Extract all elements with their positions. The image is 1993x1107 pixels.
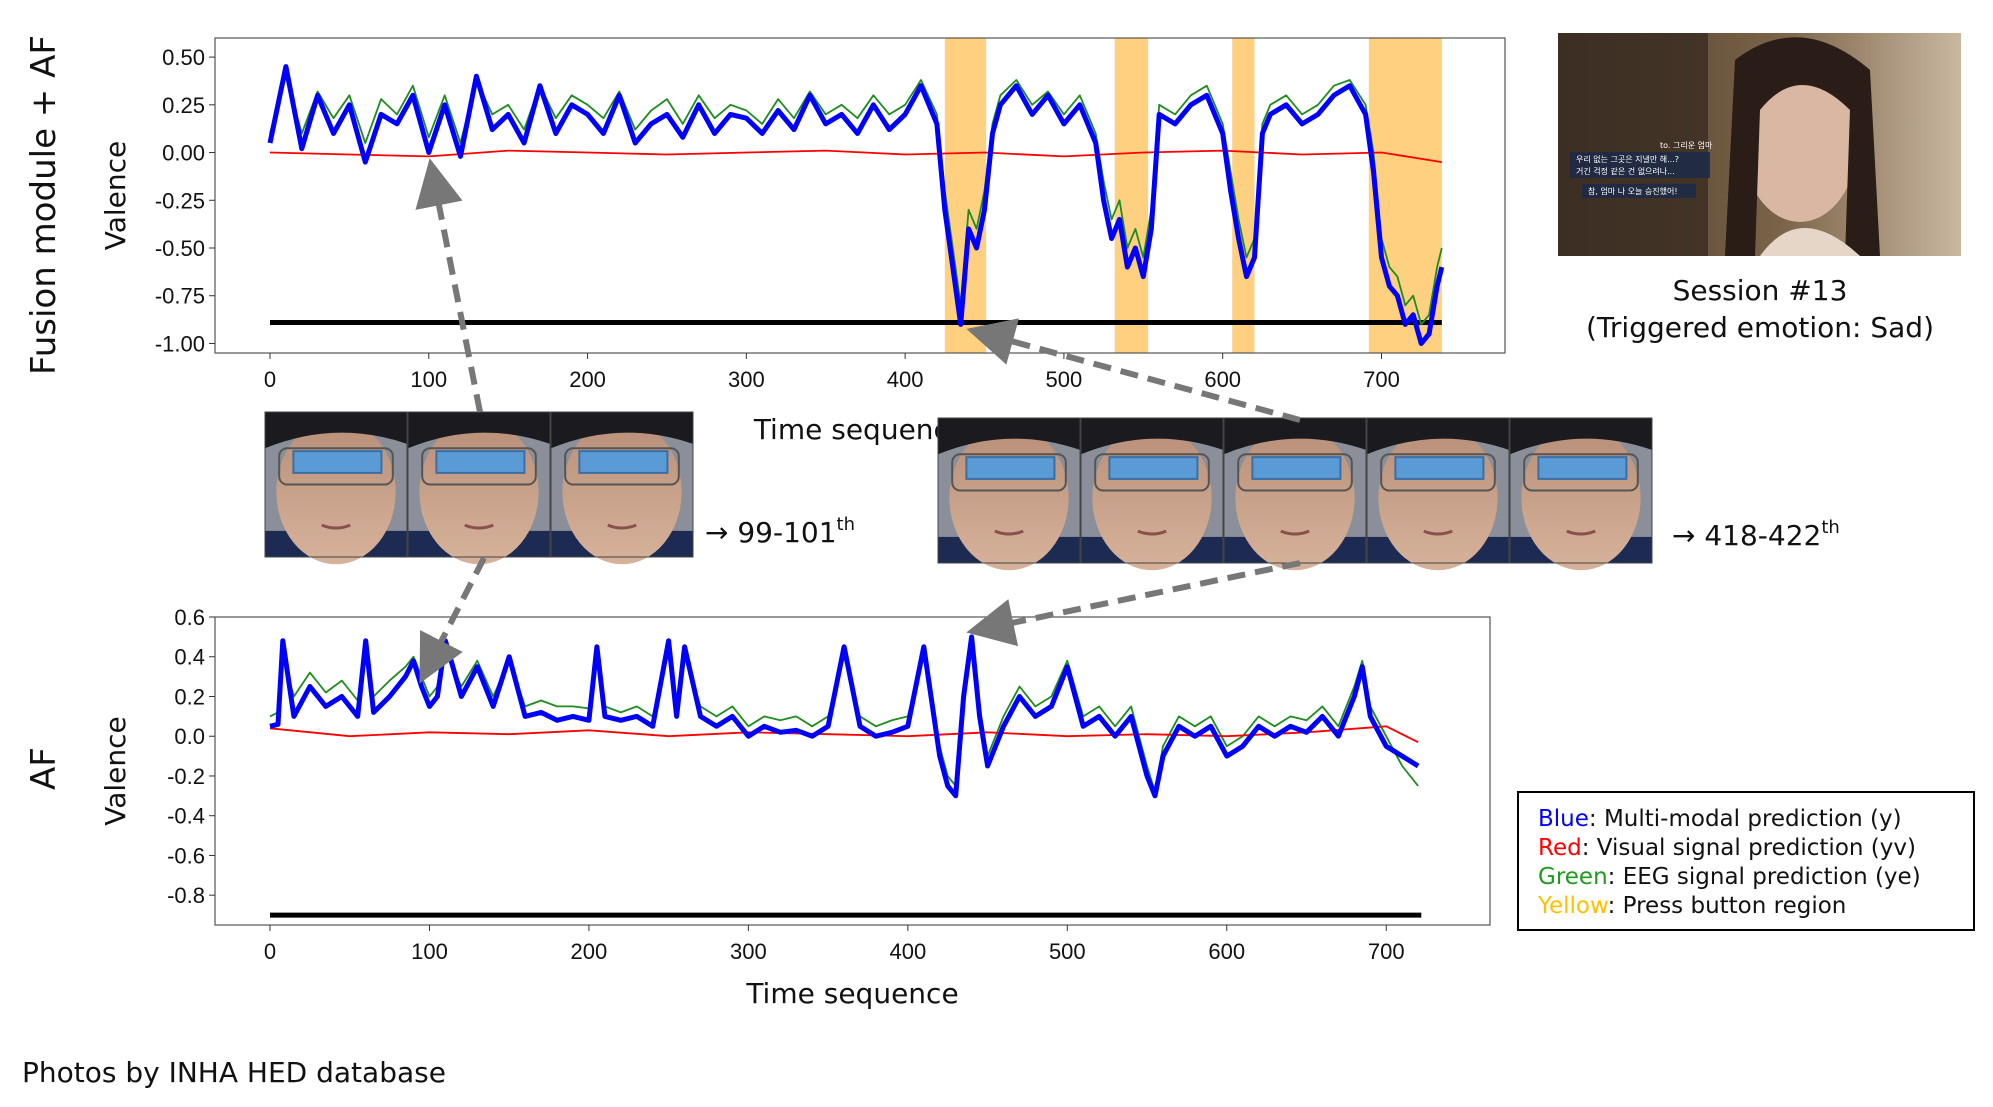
session-title: Session #13 [1673,274,1848,307]
press-region-4 [1368,38,1442,353]
x-tick-label: 200 [569,367,606,392]
footer-credit: Photos by INHA HED database [22,1056,446,1089]
x-axis-label: Time sequence [753,413,966,446]
x-tick-label: 500 [1046,367,1083,392]
face-frames-418-422 [937,417,1653,571]
y-tick-label: -0.4 [167,804,205,829]
plot-frame [214,616,1491,926]
x-tick-label: 600 [1204,367,1241,392]
plot-frame [214,37,1506,354]
x-tick-label: 700 [1363,367,1400,392]
x-tick-label: 100 [411,939,448,964]
face-frame-image [407,411,551,565]
fusion-af-chart: 0.50 0.25 0.00 -0.25 -0.50 -0.75 -1.00 0 100 200 3… [99,37,1506,446]
x-tick-label: 200 [571,939,608,964]
y-tick-label: 0.00 [162,141,205,166]
series-blue-line [267,64,1445,346]
y-tick-label: -0.25 [155,188,205,213]
x-tick-label: 400 [887,367,924,392]
frames-left-label: → 99-101th [705,514,855,549]
series-red-line [269,149,1442,163]
press-region-2 [1114,38,1149,353]
y-tick-label: 0.0 [174,724,205,749]
face-frame-image [1366,417,1510,571]
y-tick-label: -0.75 [155,284,205,309]
af-chart: 0.6 0.4 0.2 0.0 -0.2 -0.4 -0.6 -0.8 0 100 200 300 40… [99,605,1491,1010]
x-tick-label: 400 [889,939,926,964]
x-tick-label: 300 [728,367,765,392]
x-tick-label: 500 [1049,939,1086,964]
y-tick-label: -1.00 [155,331,205,356]
subtitle-line-4: 참, 엄마 나 오늘 승진했어! [1588,186,1678,196]
y-tick-label: 0.50 [162,45,205,70]
annotation-arrows [415,158,1301,684]
af-row-label: AF [24,747,64,790]
x-tick-label: 300 [730,939,767,964]
session-video-thumbnail: to. 그리운 엄마 우리 없는 그곳은 지낼만 해...? 거긴 걱정 같은 … [1558,33,1961,256]
legend-red: Red: Visual signal prediction (yv) [1538,835,1916,861]
subtitle-line-2: 우리 없는 그곳은 지낼만 해...? [1576,154,1679,164]
arrow-frames-left-to-bottom-chart [419,556,487,684]
x-axis-label: Time sequence [745,977,958,1010]
y-tick-label: -0.2 [167,764,205,789]
face-frames-99-101 [264,411,694,565]
y-tick-label: 0.4 [174,645,205,670]
face-frame-image [264,411,408,565]
x-tick-label: 0 [264,367,276,392]
y-tick-label: 0.6 [174,605,205,630]
face-frame-image [550,411,694,565]
y-tick-label: -0.6 [167,843,205,868]
x-tick-label: 700 [1368,939,1405,964]
y-axis-label: Valence [99,716,132,826]
y-tick-label: 0.2 [174,684,205,709]
frames-right-label: → 418-422th [1672,517,1840,552]
face-frame-image [937,417,1081,571]
subtitle-line-1: to. 그리운 엄마 [1660,140,1713,150]
x-tick-label: 600 [1208,939,1245,964]
press-region-3 [1232,38,1255,353]
series-red-line [269,725,1419,744]
arrow-frames-right-to-bottom-chart [966,560,1301,647]
y-tick-label: -0.50 [155,236,205,261]
video-subtitles: to. 그리운 엄마 우리 없는 그곳은 지낼만 해...? 거긴 걱정 같은 … [1570,140,1713,198]
y-tick-label: 0.25 [162,93,205,118]
face-frame-image [1509,417,1653,571]
x-tick-label: 0 [264,939,276,964]
fusion-af-row-label: Fusion module + AF [24,35,64,375]
series-blue-line [269,634,1420,799]
press-region-1 [944,38,987,353]
legend-yellow: Yellow: Press button region [1537,893,1846,919]
y-tick-label: -0.8 [167,883,205,908]
subtitle-line-3: 거긴 걱정 같은 건 없으려나... [1576,166,1675,176]
face-frame-image [1080,417,1224,571]
legend: Blue: Multi-modal prediction (y) Red: Vi… [1517,791,1975,931]
legend-blue: Blue: Multi-modal prediction (y) [1538,806,1902,832]
legend-green: Green: EEG signal prediction (ye) [1538,864,1921,890]
arrow-frames-left-to-top-chart [415,158,483,413]
y-axis-label: Valence [99,141,132,251]
session-subtitle: (Triggered emotion: Sad) [1586,311,1934,344]
x-tick-label: 100 [410,367,447,392]
face-frame-image [1223,417,1367,571]
